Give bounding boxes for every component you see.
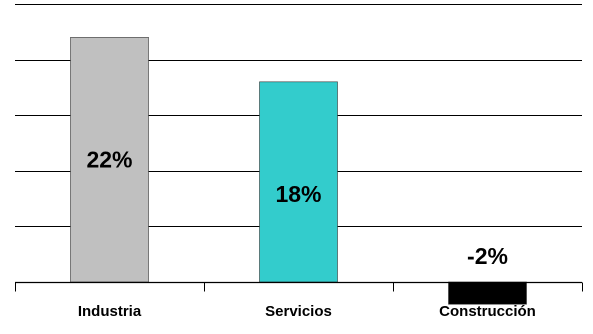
bar-servicios bbox=[259, 81, 338, 283]
labels: Industria Servicios Construcción 22% 18% -2% bbox=[78, 147, 536, 320]
category-label: Industria bbox=[78, 303, 142, 320]
value-label: 18% bbox=[275, 181, 321, 207]
bar-construcción bbox=[448, 281, 527, 305]
x-axis bbox=[15, 281, 583, 292]
category-label: Servicios bbox=[265, 303, 332, 320]
category-label: Construcción bbox=[439, 303, 536, 320]
value-label: 22% bbox=[86, 147, 132, 173]
bars bbox=[70, 37, 527, 305]
bar-industria bbox=[70, 37, 149, 283]
value-label: -2% bbox=[467, 243, 508, 269]
